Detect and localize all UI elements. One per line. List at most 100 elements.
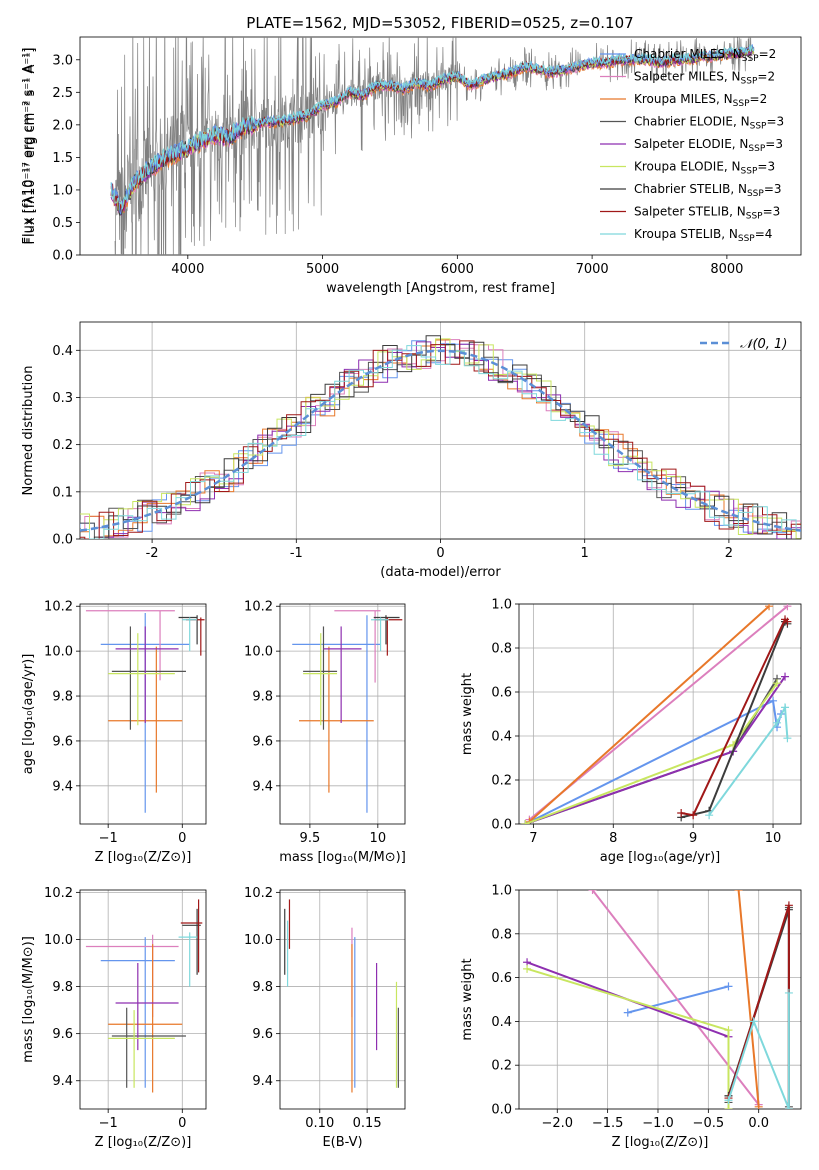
errorbar-chabrier_miles [100,937,175,1088]
marker-chabrier_miles [623,1008,632,1017]
errorbar-kroupa_stelib [182,617,198,652]
y-axis-label: Flux [fλ10⁻¹⁷ erg cm⁻² s⁻¹ A⁻¹] [23,48,38,245]
errorbar-kroupa_elodie [303,633,338,726]
residuals-frame [79,321,802,540]
x-axis-label: Z [log₁₀(Z/Z⊙)] [95,850,192,865]
errorbar-salpeter_elodie [115,626,179,723]
age_vs_mass-axes: 9.5 10 9.4 9.6 9.8 10.0 10.2 mass [log₁₀(M/M⊙)] [244,600,406,865]
y-tick-label: 9.6 [252,1027,273,1042]
y-tick-label: 9.8 [52,690,73,705]
legend-label-kroupa_miles: Kroupa MILES, NSSP=2 [634,92,767,109]
marker-kroupa_miles [765,604,774,611]
marker-salpeter_stelib [783,617,792,626]
y-tick-label: 9.4 [252,779,273,794]
marker-kroupa_stelib [784,988,793,997]
y-tick-label: 9.8 [252,690,273,705]
marker-kroupa_elodie [724,1105,733,1109]
y-tick-label: 10.2 [244,600,273,615]
line-salpeter_elodie [525,676,786,824]
y-tick-label: 1.0 [491,598,512,613]
y-tick-label: 10.0 [44,933,73,948]
errorbar-salpeter_elodie [323,626,362,723]
x-tick-label: 0 [436,546,444,561]
legend-suffix: =3 [764,182,782,196]
spectrum-axes: 4000 5000 6000 7000 8000 0.0 0.5 1.0 1.5 2.0 2.5 3.… [21,36,802,296]
legend-sub: SSP [747,189,764,199]
y-tick-label: 10.0 [244,645,273,660]
line-kroupa_miles [528,605,770,823]
marker-kroupa_elodie [724,1026,733,1035]
y-tick-label: 9.4 [52,779,73,794]
legend-suffix: =2 [750,92,768,106]
series-salpeter_elodie [523,958,733,1109]
figure-title: PLATE=1562, MJD=53052, FIBERID=0525, z=0… [246,14,633,32]
legend-suffix: =4 [755,227,773,241]
marker-kroupa_miles [734,890,743,894]
errorbar-kroupa_miles [108,944,183,1093]
x-tick-label: 8 [609,831,617,846]
legend-suffix: =3 [757,160,775,174]
legend-label-normal: 𝒩(0, 1) [740,337,787,352]
x-tick-label: 10 [370,831,387,846]
y-tick-label: 0.2 [491,774,512,789]
errorbar-salpeter_elodie [115,963,179,1051]
series-kroupa_miles [525,604,774,824]
mass_vs_ebv-axes: 0.10 0.15 9.4 9.6 9.8 10.0 10.2 E(B-V) [244,886,406,1150]
x-tick-label: 4000 [171,262,204,277]
y-axis-label: mass weight [460,673,475,755]
line-kroupa_miles [737,890,760,1107]
series-chabrier_elodie [521,674,782,824]
legend-sub: SSP [741,167,758,177]
marker-kroupa_stelib [773,718,782,727]
errorbar-salpeter_miles [334,610,381,683]
y-tick-label: 10.2 [244,886,273,901]
y-tick-label: 0.2 [52,438,73,453]
x-axis-label: Z [log₁₀(Z/Z⊙)] [95,1135,192,1150]
errorbar-chabrier_elodie [111,1007,186,1088]
errorbar-salpeter_stelib [180,899,203,973]
mass_vs_Z-axes: −1 0 9.4 9.6 9.8 10.0 10.2 Z [log₁₀(Z/Z⊙)] mass … [21,886,207,1150]
age_vs_mass-frame [279,603,406,825]
y-tick-label: 9.8 [252,980,273,995]
legend-sub: SSP [738,234,755,244]
legend-sub: SSP [746,212,763,222]
line-kroupa_elodie [525,682,778,824]
y-tick-label: 9.4 [52,1074,73,1089]
y-axis-label: mass weight [460,958,475,1040]
marker-salpeter_elodie [781,672,790,681]
y-tick-label: 0.6 [491,686,512,701]
mass_vs_ebv-frame [279,889,406,1110]
x-tick-label: 10 [765,831,782,846]
series-salpeter_stelib [677,615,792,820]
y-tick-label: 0.0 [52,533,73,548]
marker-salpeter_miles [588,890,597,894]
x-tick-label: −2.0 [541,1116,573,1131]
y-tick-label: 9.6 [52,734,73,749]
y-tick-label: 9.8 [52,980,73,995]
x-tick-label: 7000 [576,262,609,277]
massweight_vs_age-frame [518,603,802,825]
y-axis-label: Flux [fλ10⁻¹⁷ erg cm⁻² s⁻¹ A⁻¹] [21,48,36,245]
spectrum-frame [79,36,802,256]
legend-sub: SSP [742,54,759,64]
y-axis-label: Normed distribution [21,366,36,496]
y-tick-label: 0.0 [491,818,512,833]
marker-kroupa_elodie [773,679,782,688]
x-tick-label: −1.5 [592,1116,624,1131]
normal-curve [80,349,801,532]
line-salpeter_stelib [681,617,789,817]
marker-kroupa_stelib [781,703,790,712]
y-tick-label: 3.0 [52,53,73,68]
legend-sub: SSP [733,99,750,109]
x-tick-label: 5000 [306,262,339,277]
legend-label-chabrier_elodie: Chabrier ELODIE, NSSP=3 [634,115,784,132]
age_vs_Z-frame [79,603,207,825]
legend-suffix: =2 [757,70,775,84]
x-tick-label: 0.10 [305,1116,334,1131]
marker-chabrier_miles [724,982,733,991]
x-tick-label: 0 [178,831,186,846]
x-axis-label: Z [log₁₀(Z/Z⊙)] [612,1135,709,1150]
line-kroupa_stelib [727,992,790,1109]
marker-chabrier_miles [769,696,778,705]
errorbar-chabrier_elodie [303,626,338,730]
